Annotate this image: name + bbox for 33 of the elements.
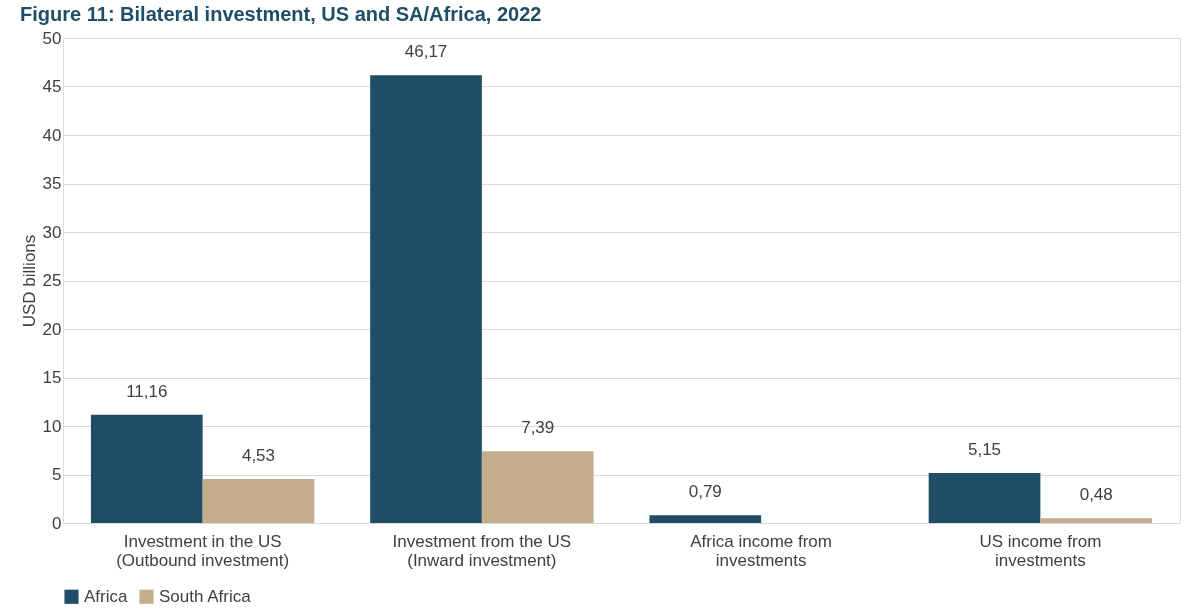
y-tick-label: 25 bbox=[42, 271, 62, 290]
bar bbox=[370, 75, 482, 523]
y-tick-label: 40 bbox=[42, 125, 62, 145]
x-tick-label: Investment in the US (Outbound investment) bbox=[116, 531, 290, 570]
data-label: 0,48 bbox=[1079, 485, 1113, 505]
y-tick-label: 0 bbox=[52, 513, 62, 533]
y-tick-label: 35 bbox=[42, 174, 62, 193]
legend-label: Africa bbox=[84, 586, 128, 606]
legend-label: South Africa bbox=[159, 586, 252, 606]
y-tick-label: 50 bbox=[42, 28, 62, 48]
y-tick-label: 10 bbox=[42, 416, 62, 436]
y-tick-label: 30 bbox=[42, 222, 62, 242]
x-tick-label: US income from investments bbox=[979, 531, 1102, 570]
bar bbox=[90, 414, 203, 523]
y-tick-label: 45 bbox=[42, 77, 62, 96]
bar bbox=[481, 451, 594, 523]
data-label: 7,39 bbox=[521, 418, 555, 438]
x-tick-label: Africa income from investments bbox=[690, 531, 832, 570]
chart-title: Figure 11: Bilateral investment, US and SA/Africa, 2022 bbox=[20, 3, 542, 25]
data-label: 0,79 bbox=[688, 482, 722, 502]
y-tick-label: 5 bbox=[52, 465, 62, 484]
bar bbox=[1040, 518, 1153, 523]
y-axis-title: USD billions bbox=[19, 234, 39, 328]
bar bbox=[928, 473, 1041, 523]
bar bbox=[649, 515, 762, 523]
y-tick-label: 15 bbox=[42, 368, 62, 387]
bar bbox=[202, 479, 315, 523]
y-tick-label: 20 bbox=[42, 319, 62, 339]
data-label: 11,16 bbox=[126, 381, 168, 401]
data-label: 46,17 bbox=[404, 42, 448, 62]
data-label: 4,53 bbox=[241, 446, 276, 466]
data-label: 5,15 bbox=[967, 440, 1002, 460]
x-tick-label: Investment from the US (Inward investment) bbox=[392, 531, 572, 570]
